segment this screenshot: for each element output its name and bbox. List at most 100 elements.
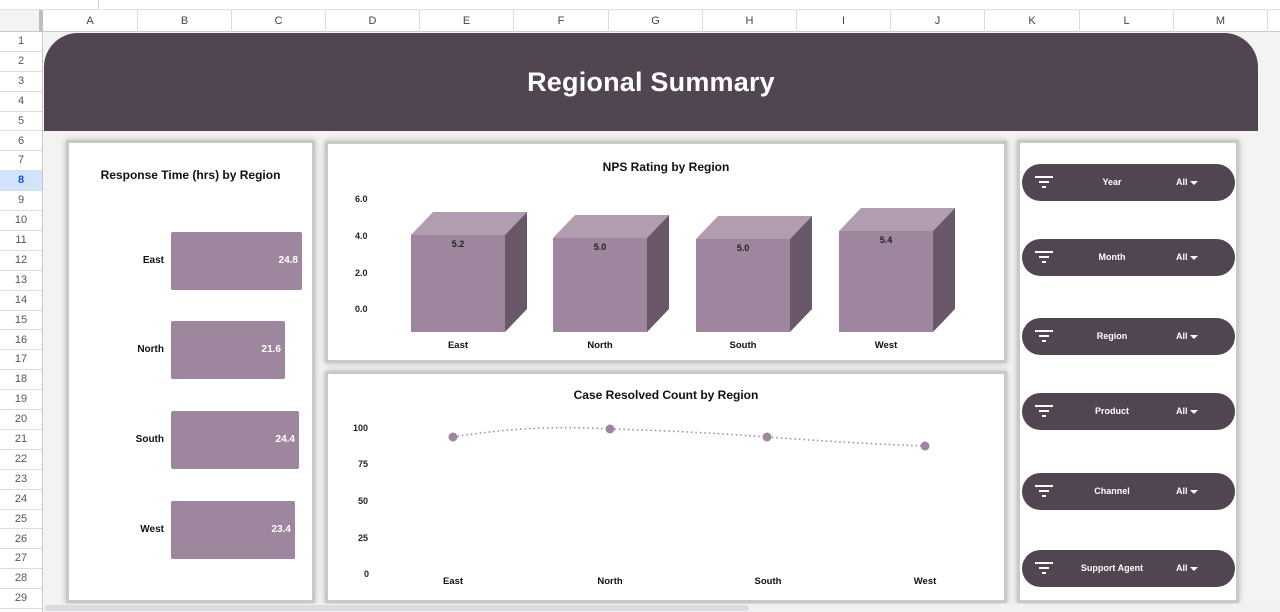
bar-side [505,212,527,332]
row-header-25[interactable]: 25 [0,510,42,530]
bar-north: North 21.6 [69,321,312,381]
formula-bar-remnant [0,0,1280,10]
row-header-28[interactable]: 28 [0,569,42,590]
bar-front [839,231,933,332]
x-label: South [729,340,757,351]
dropdown-caret-icon[interactable] [1190,567,1198,571]
row-header-1[interactable]: 1 [0,32,42,52]
slicer-label: Product [1094,406,1129,416]
response-time-chart[interactable]: Response Time (hrs) by Region East 24.8 … [66,140,315,603]
row-header-29[interactable]: 29 [0,589,42,610]
scrollbar-thumb[interactable] [45,605,749,611]
filter-icon [1035,485,1053,499]
slicer-month[interactable]: Month All [1022,239,1235,276]
bar-value: 5.4 [879,235,893,245]
chart-title: Case Resolved Count by Region [573,388,759,402]
select-all-corner[interactable] [0,10,43,32]
dropdown-caret-icon[interactable] [1190,181,1198,185]
bar-label: North [137,344,164,355]
filter-icon [1035,330,1053,344]
case-resolved-chart[interactable]: Case Resolved Count by Region 100 75 50 … [325,371,1007,603]
slicer-channel[interactable]: Channel All [1022,473,1235,510]
dropdown-caret-icon[interactable] [1190,256,1198,260]
row-header-13[interactable]: 13 [0,271,42,291]
filter-icon [1035,562,1053,576]
column-header-i[interactable]: I [797,10,891,32]
slicer-region[interactable]: Region All [1022,318,1235,355]
row-header-16[interactable]: 16 [0,331,42,351]
dropdown-caret-icon[interactable] [1190,410,1198,414]
column-header-h[interactable]: H [703,10,797,32]
row-header-21[interactable]: 21 [0,430,42,450]
row-header-15[interactable]: 15 [0,311,42,331]
y-tick: 4.0 [355,231,368,241]
slicer-support-agent[interactable]: Support Agent All [1022,550,1235,587]
column-header-m[interactable]: M [1174,10,1268,32]
bar-top [411,212,527,235]
row-header-6[interactable]: 6 [0,132,42,152]
bar-top [839,208,955,231]
slicer-year[interactable]: Year All [1022,164,1235,201]
row-header-19[interactable]: 19 [0,390,42,411]
filter-panel [1017,140,1239,603]
row-header-11[interactable]: 11 [0,231,42,251]
dropdown-caret-icon[interactable] [1190,335,1198,339]
dashboard-banner: Regional Summary [44,33,1258,131]
dashboard-title: Regional Summary [527,67,775,97]
row-header-5[interactable]: 5 [0,112,42,132]
column-header-l[interactable]: L [1080,10,1174,32]
row-header-2[interactable]: 2 [0,52,42,72]
bar-west: 5.4 [839,208,955,332]
column-header-k[interactable]: K [985,10,1080,32]
horizontal-scrollbar[interactable] [43,604,1280,612]
column-header-d[interactable]: D [326,10,420,32]
bar: 24.4 [171,411,299,469]
slicer-value: All [1176,486,1188,496]
bar-top [696,216,812,239]
row-header-20[interactable]: 20 [0,410,42,430]
y-tick: 50 [358,496,369,506]
filter-icon [1035,251,1053,265]
column-header-a[interactable]: A [43,10,138,32]
column-header-e[interactable]: E [420,10,514,32]
bar-value: 24.4 [275,434,295,445]
bar-top [553,215,669,238]
row-header-4[interactable]: 4 [0,92,42,112]
row-header-12[interactable]: 12 [0,251,42,271]
column-header-g[interactable]: G [609,10,703,32]
row-header-7[interactable]: 7 [0,151,42,172]
row-header-3[interactable]: 3 [0,72,42,92]
x-label: East [447,340,469,351]
row-header-17[interactable]: 17 [0,350,42,371]
column-header-b[interactable]: B [138,10,232,32]
row-header-18[interactable]: 18 [0,370,42,391]
bar-north: 5.0 [553,215,669,332]
row-header-14[interactable]: 14 [0,291,42,311]
row-header-bar: 1 2 3 4 5 6 7 8 9 10 11 12 13 14 15 16 1… [0,32,43,612]
row-header-23[interactable]: 23 [0,470,42,490]
x-label: West [913,576,937,587]
x-label: North [597,576,623,587]
x-label: East [442,576,464,587]
bar-east: 5.2 [411,212,527,332]
bar-south: 5.0 [696,216,812,332]
slicer-value: All [1176,252,1188,262]
nps-rating-chart[interactable]: NPS Rating by Region 6.0 4.0 2.0 0.0 5.2… [325,141,1007,363]
bar-east: East 24.8 [69,232,312,292]
row-header-27[interactable]: 27 [0,549,42,570]
bar: 23.4 [171,501,295,559]
bar-value: 5.2 [451,239,465,249]
column-header-f[interactable]: F [514,10,609,32]
row-header-10[interactable]: 10 [0,211,42,231]
column-header-c[interactable]: C [232,10,326,32]
slicer-value: All [1176,406,1188,416]
row-header-24[interactable]: 24 [0,490,42,510]
slicer-product[interactable]: Product All [1022,393,1235,430]
row-header-9[interactable]: 9 [0,191,42,212]
row-header-8[interactable]: 8 [0,171,42,192]
bar-value: 5.0 [593,242,607,252]
dropdown-caret-icon[interactable] [1190,490,1198,494]
row-header-26[interactable]: 26 [0,530,42,550]
row-header-22[interactable]: 22 [0,450,42,470]
column-header-j[interactable]: J [891,10,985,32]
